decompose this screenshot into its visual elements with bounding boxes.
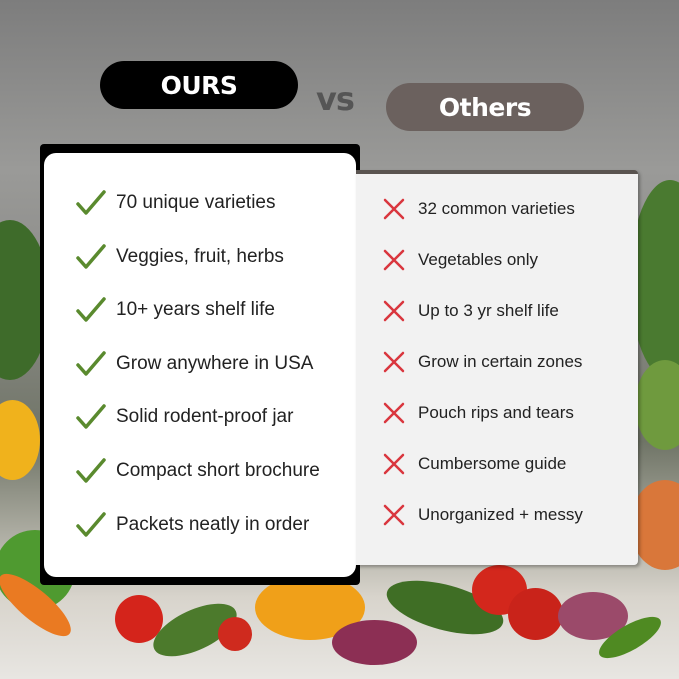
- check-icon: [76, 297, 106, 322]
- ours-header-pill: OURS: [100, 61, 298, 109]
- ours-item-text: Veggies, fruit, herbs: [116, 246, 284, 267]
- ours-item-text: Grow anywhere in USA: [116, 353, 314, 374]
- others-list-item: Up to 3 yr shelf life: [383, 300, 559, 322]
- yellow-pepper: [0, 400, 40, 480]
- ours-item-text: Compact short brochure: [116, 460, 320, 481]
- others-item-text: 32 common varieties: [418, 199, 575, 218]
- tomato: [218, 617, 252, 651]
- x-icon: [383, 453, 405, 475]
- vs-label: vs: [316, 80, 355, 118]
- others-item-text: Pouch rips and tears: [418, 403, 574, 422]
- ours-list-item: 10+ years shelf life: [76, 297, 275, 323]
- check-icon: [76, 512, 106, 537]
- ours-list-item: Packets neatly in order: [76, 512, 309, 538]
- broccoli: [635, 360, 679, 450]
- others-item-text: Cumbersome guide: [418, 454, 567, 473]
- others-list-item: Unorganized + messy: [383, 504, 583, 526]
- others-item-text: Vegetables only: [418, 250, 539, 269]
- ours-list-item: 70 unique varieties: [76, 190, 276, 216]
- ours-list-item: Compact short brochure: [76, 458, 320, 484]
- others-list-item: 32 common varieties: [383, 198, 575, 220]
- tomato: [508, 588, 563, 640]
- others-card: [356, 170, 638, 565]
- check-icon: [76, 244, 106, 269]
- check-icon: [76, 351, 106, 376]
- x-icon: [383, 351, 405, 373]
- others-list-item: Pouch rips and tears: [383, 402, 574, 424]
- ours-list-item: Solid rodent-proof jar: [76, 404, 293, 430]
- others-header-pill: Others: [386, 83, 584, 131]
- x-icon: [383, 198, 405, 220]
- ours-list-item: Veggies, fruit, herbs: [76, 244, 284, 270]
- x-icon: [383, 249, 405, 271]
- others-list-item: Vegetables only: [383, 249, 538, 271]
- ours-item-text: 70 unique varieties: [116, 192, 276, 213]
- check-icon: [76, 404, 106, 429]
- others-item-text: Unorganized + messy: [418, 505, 583, 524]
- ours-item-text: 10+ years shelf life: [116, 299, 275, 320]
- red-onion: [332, 620, 417, 665]
- others-item-text: Up to 3 yr shelf life: [418, 301, 559, 320]
- x-icon: [383, 402, 405, 424]
- x-icon: [383, 504, 405, 526]
- onion: [630, 480, 679, 570]
- others-item-text: Grow in certain zones: [418, 352, 583, 371]
- ours-item-text: Solid rodent-proof jar: [116, 406, 294, 427]
- check-icon: [76, 458, 106, 483]
- others-list-item: Cumbersome guide: [383, 453, 566, 475]
- x-icon: [383, 300, 405, 322]
- others-list-item: Grow in certain zones: [383, 351, 582, 373]
- check-icon: [76, 190, 106, 215]
- ours-list-item: Grow anywhere in USA: [76, 351, 313, 377]
- ours-item-text: Packets neatly in order: [116, 514, 310, 535]
